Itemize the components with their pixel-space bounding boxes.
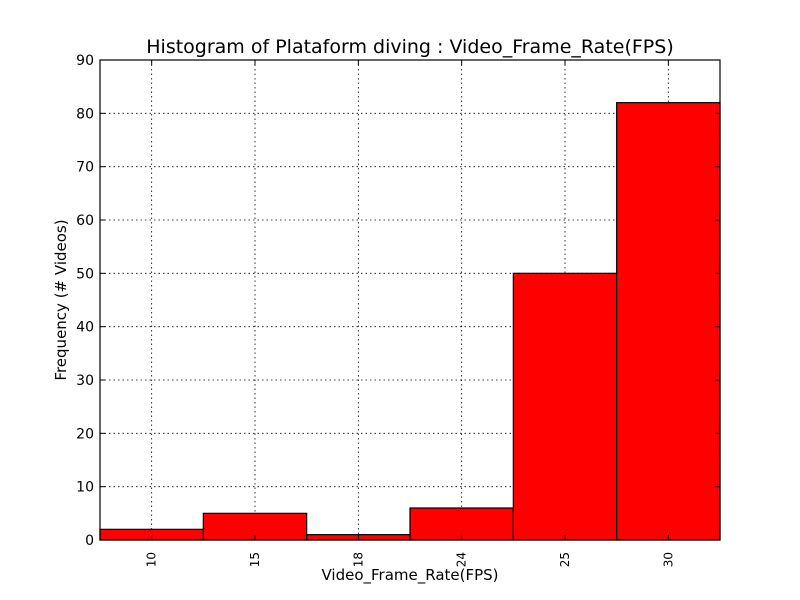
x-tick-label: 15 [248,552,262,567]
x-axis-label: Video_Frame_Rate(FPS) [321,566,498,585]
bars [99,102,721,541]
y-tick-label: 0 [85,533,94,549]
y-tick-label: 20 [76,426,94,442]
x-tick-label: 25 [558,552,572,567]
plot-frame [99,59,721,541]
x-axis-ticks: 10 15 18 24 25 30 [145,60,675,567]
x-tick-label: 10 [145,552,159,567]
chart-title: Histogram of Plataform diving : Video_Fr… [146,36,673,58]
y-tick-label: 50 [76,266,94,282]
y-axis-label: Frequency (# Videos) [52,219,70,380]
y-tick-label: 90 [76,53,94,69]
x-tick-label: 24 [455,552,469,567]
y-tick-label: 80 [76,106,94,122]
y-tick-label: 10 [76,480,94,496]
x-tick-label: 30 [661,552,675,567]
x-tick-label: 18 [351,552,365,567]
y-tick-label: 70 [76,160,94,176]
bar-25 [512,272,618,541]
y-tick-label: 40 [76,320,94,336]
y-axis-ticks: 0 10 20 30 40 50 60 70 80 90 [76,53,720,549]
y-tick-label: 30 [76,373,94,389]
y-tick-label: 60 [76,213,94,229]
bar-30 [616,102,721,541]
